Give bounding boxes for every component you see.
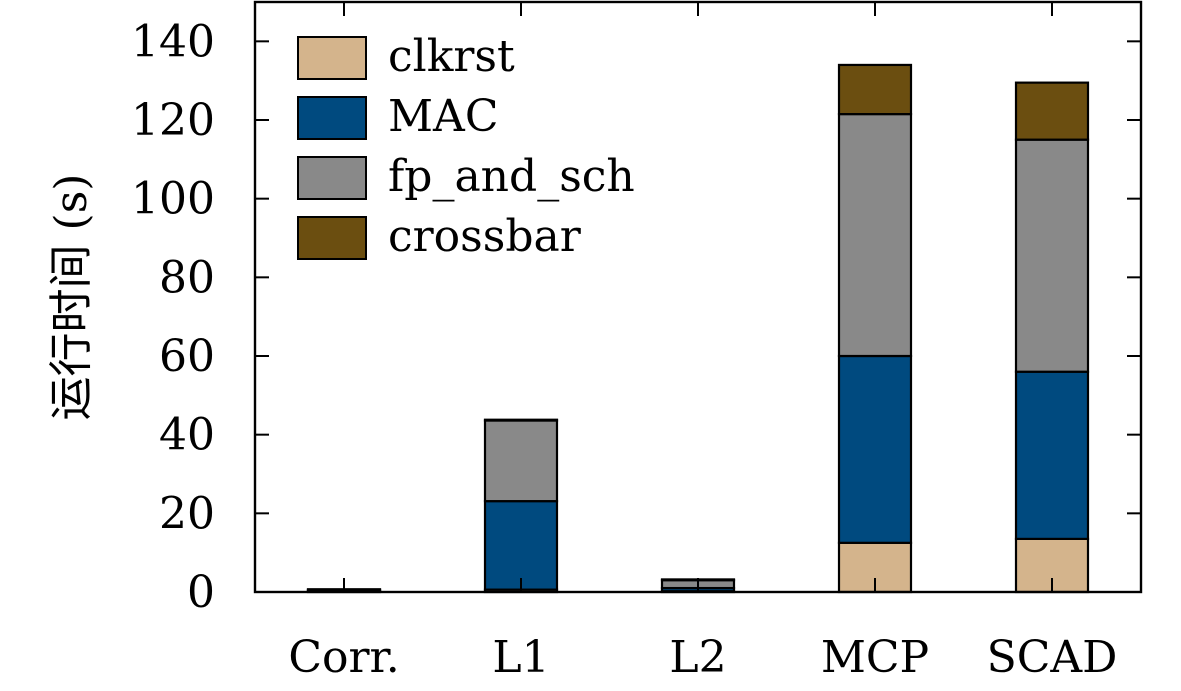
legend: clkrst MAC fp_and_sch crossbar bbox=[297, 31, 635, 262]
x-tick-label-3: MCP bbox=[821, 632, 929, 683]
legend-label-MAC: MAC bbox=[388, 91, 499, 142]
bar-segment-MAC-1 bbox=[483, 500, 559, 591]
y-tick-label-60: 60 bbox=[159, 331, 215, 382]
bar-segment-crossbar-4 bbox=[1014, 81, 1090, 141]
bar-segment-fp-and-sch-3 bbox=[837, 112, 913, 358]
legend-label-fp-and-sch: fp_and_sch bbox=[388, 151, 635, 202]
x-tick-label-1: L1 bbox=[492, 632, 549, 683]
y-tick-label-100: 100 bbox=[131, 174, 215, 225]
legend-swatch-clkrst bbox=[297, 36, 367, 80]
bar-segment-MAC-3 bbox=[837, 354, 913, 544]
legend-swatch-MAC bbox=[297, 96, 367, 140]
x-tick-label-4: SCAD bbox=[987, 632, 1118, 683]
bar-segment-MAC-4 bbox=[1014, 370, 1090, 541]
y-tick-label-80: 80 bbox=[159, 252, 215, 303]
bar-segment-crossbar-1 bbox=[483, 418, 559, 422]
y-axis-label: 运行时间 (s) bbox=[46, 174, 97, 421]
axis-layer: 0 20 40 60 80 100 120 140 Corr. L1 L2 MCP SCAD bbox=[131, 0, 1143, 683]
legend-swatch-crossbar bbox=[297, 216, 367, 260]
legend-swatch-fp-and-sch bbox=[297, 156, 367, 200]
y-tick-label-120: 120 bbox=[131, 95, 215, 146]
x-tick-label-0: Corr. bbox=[288, 632, 399, 683]
y-tick-label-0: 0 bbox=[187, 567, 215, 618]
y-tick-label-20: 20 bbox=[159, 488, 215, 539]
bar-segment-crossbar-3 bbox=[837, 63, 913, 116]
bar-segment-fp-and-sch-4 bbox=[1014, 138, 1090, 373]
x-tick-label-2: L2 bbox=[669, 632, 726, 683]
y-tick-label-140: 140 bbox=[131, 16, 215, 67]
legend-label-crossbar: crossbar bbox=[388, 211, 582, 262]
bars-layer bbox=[306, 63, 1090, 594]
bar-segment-fp-and-sch-1 bbox=[483, 419, 559, 503]
y-tick-label-40: 40 bbox=[159, 410, 215, 461]
legend-label-clkrst: clkrst bbox=[388, 31, 515, 82]
